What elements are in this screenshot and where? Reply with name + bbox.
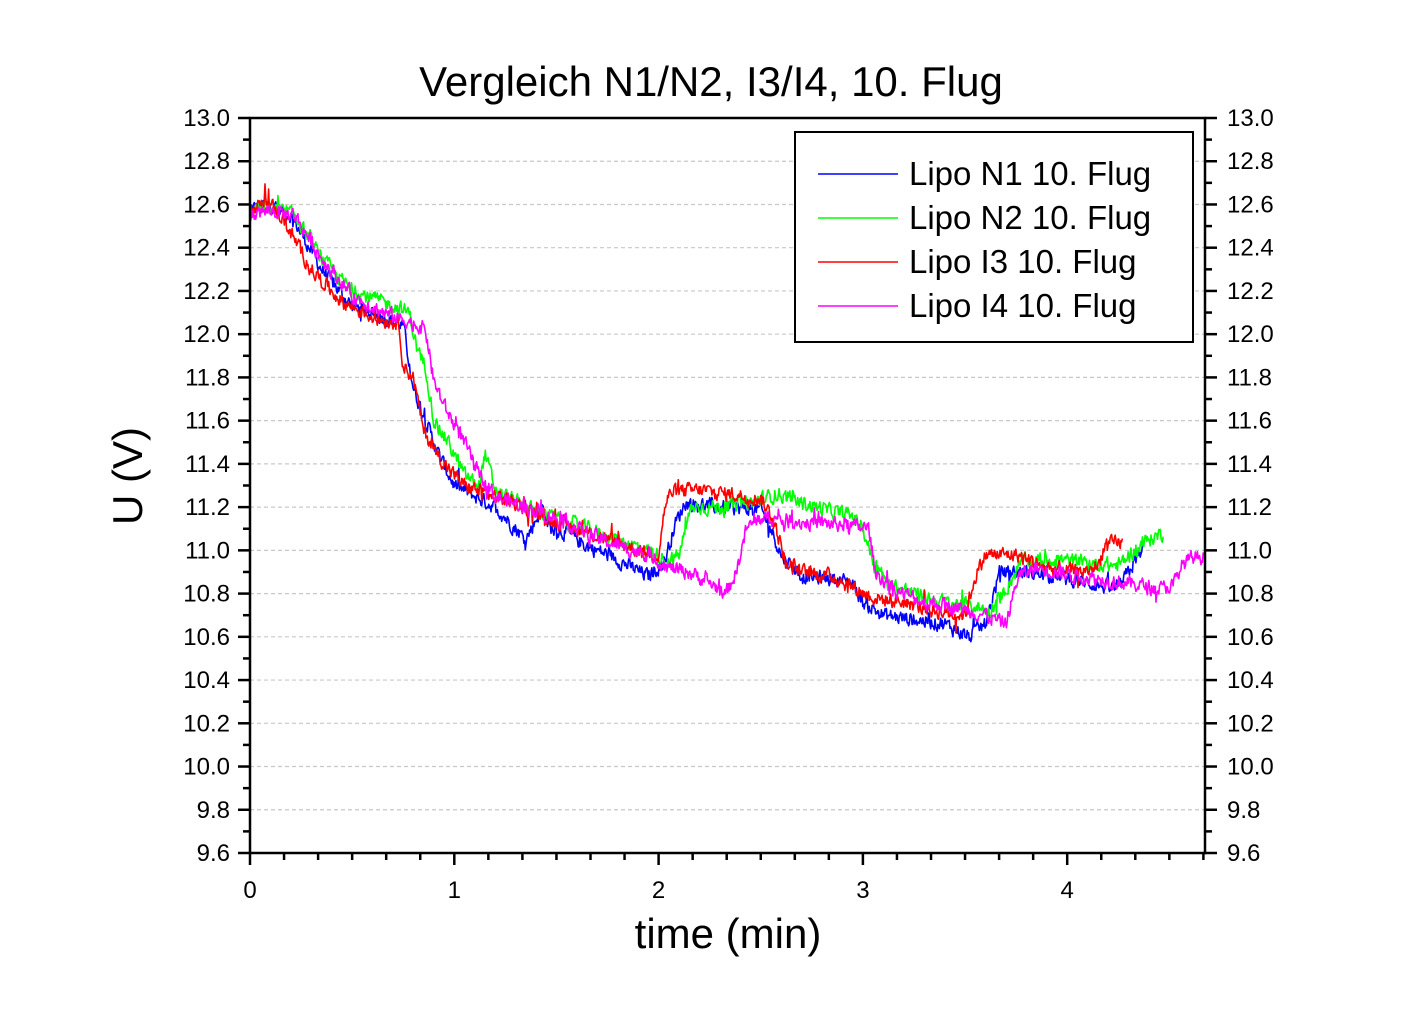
x-tick-label: 3: [856, 877, 869, 904]
y-tick-label-left: 12.4: [183, 235, 230, 262]
y-tick-label-right: 10.6: [1227, 624, 1274, 651]
y-tick-label-left: 11.4: [185, 451, 230, 478]
y-tick-label-right: 10.2: [1227, 710, 1274, 737]
x-axis-title: time (min): [635, 910, 822, 957]
y-tick-label-right: 10.8: [1227, 581, 1274, 608]
y-tick-label-right: 11.0: [1227, 537, 1272, 564]
y-tick-label-left: 12.0: [183, 321, 230, 348]
y-tick-label-right: 9.8: [1227, 797, 1260, 824]
y-tick-label-right: 13.0: [1227, 105, 1274, 132]
y-tick-label-right: 12.4: [1227, 235, 1274, 262]
y-tick-label-left: 12.2: [183, 278, 230, 305]
legend: Lipo N1 10. Flug Lipo N2 10. Flug Lipo I3 …: [794, 131, 1194, 343]
legend-box: [794, 131, 1194, 343]
ticks-layer: 9.6 9.6 9.8 9.8 10.0 10.0 10.2 10.2 10.4 10.4 10.6…: [183, 105, 1273, 904]
y-tick-label-right: 10.4: [1227, 667, 1274, 694]
legend-label-4: Lipo I4 10. Flug: [909, 287, 1137, 324]
legend-label-3: Lipo I3 10. Flug: [909, 243, 1137, 280]
y-tick-label-left: 12.8: [183, 148, 230, 175]
y-tick-label-right: 11.2: [1227, 494, 1272, 521]
legend-items: Lipo N1 10. Flug Lipo N2 10. Flug Lipo I3 …: [818, 155, 1151, 324]
y-tick-label-right: 9.6: [1227, 840, 1260, 867]
y-tick-label-left: 12.6: [183, 191, 230, 218]
y-tick-label-left: 9.8: [197, 797, 230, 824]
y-tick-label-right: 12.8: [1227, 148, 1274, 175]
y-tick-label-right: 12.6: [1227, 191, 1274, 218]
x-tick-label: 4: [1061, 877, 1074, 904]
y-tick-label-left: 10.4: [183, 667, 230, 694]
y-tick-label-right: 10.0: [1227, 754, 1274, 781]
y-tick-label-left: 11.8: [185, 364, 230, 391]
y-tick-label-right: 12.0: [1227, 321, 1274, 348]
y-tick-label-left: 10.8: [183, 581, 230, 608]
legend-label-2: Lipo N2 10. Flug: [909, 199, 1151, 236]
series-line-4: [249, 204, 1205, 629]
y-tick-label-left: 10.2: [183, 710, 230, 737]
y-axis-title: U (V): [104, 427, 151, 525]
y-tick-label-left: 11.6: [185, 408, 230, 435]
y-tick-label-left: 11.0: [185, 537, 230, 564]
y-tick-label-left: 10.6: [183, 624, 230, 651]
x-tick-label: 1: [448, 877, 461, 904]
legend-label-1: Lipo N1 10. Flug: [909, 155, 1151, 192]
y-tick-label-left: 10.0: [183, 754, 230, 781]
y-tick-label-left: 9.6: [197, 840, 230, 867]
series-layer: [249, 183, 1205, 643]
series-line-2: [249, 194, 1164, 619]
y-tick-label-right: 12.2: [1227, 278, 1274, 305]
y-tick-label-right: 11.6: [1227, 408, 1272, 435]
y-tick-label-left: 13.0: [183, 105, 230, 132]
y-tick-label-right: 11.8: [1227, 364, 1272, 391]
x-tick-label: 0: [243, 877, 256, 904]
chart-title: Vergleich N1/N2, I3/I4, 10. Flug: [419, 58, 1003, 105]
y-tick-label-left: 11.2: [185, 494, 230, 521]
y-tick-label-right: 11.4: [1227, 451, 1272, 478]
x-tick-label: 2: [652, 877, 665, 904]
series-line-3: [249, 183, 1124, 634]
